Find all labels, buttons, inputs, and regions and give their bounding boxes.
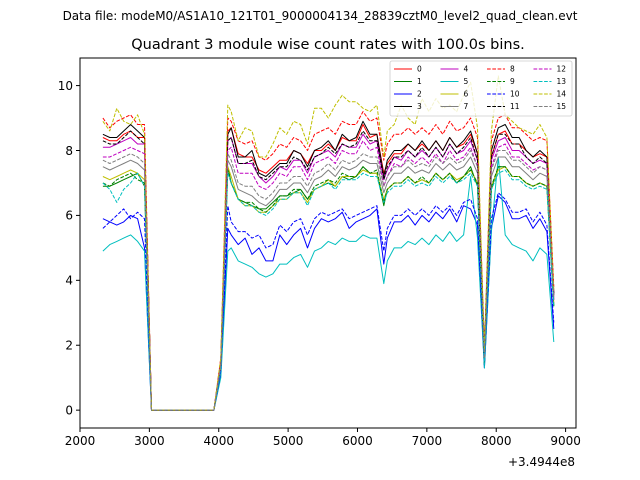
y-tick-label: 8 xyxy=(65,144,73,158)
x-tick-label: 6000 xyxy=(342,434,373,448)
legend-label-0: 0 xyxy=(417,65,422,74)
x-tick-label: 8000 xyxy=(481,434,512,448)
legend-box xyxy=(389,60,573,117)
y-tick-label: 4 xyxy=(65,274,73,288)
legend-label-12: 12 xyxy=(557,65,567,74)
legend-label-11: 11 xyxy=(510,102,520,111)
x-tick-label: 9000 xyxy=(550,434,581,448)
legend-label-15: 15 xyxy=(557,102,567,111)
x-offset-label: +3.4944e8 xyxy=(508,455,575,469)
y-tick-label: 0 xyxy=(65,403,73,417)
legend-label-5: 5 xyxy=(464,77,469,86)
x-tick-label: 5000 xyxy=(273,434,304,448)
legend-label-2: 2 xyxy=(417,90,422,99)
legend-label-10: 10 xyxy=(510,90,520,99)
x-tick-label: 4000 xyxy=(203,434,234,448)
legend-label-9: 9 xyxy=(510,77,515,86)
legend-label-7: 7 xyxy=(464,102,469,111)
legend-label-8: 8 xyxy=(510,65,515,74)
legend-label-1: 1 xyxy=(417,77,422,86)
series-layer xyxy=(102,75,555,411)
x-tick-label: 7000 xyxy=(412,434,443,448)
series-line-14 xyxy=(102,75,555,411)
chart-title: Quadrant 3 module wise count rates with … xyxy=(131,37,525,53)
figure-suptitle: Data file: modeM0/AS1A10_121T01_90000041… xyxy=(63,9,578,23)
y-tick-label: 2 xyxy=(65,339,73,353)
x-tick-label: 3000 xyxy=(134,434,165,448)
y-tick-label: 6 xyxy=(65,209,73,223)
y-tick-label: 10 xyxy=(58,79,73,93)
legend-label-3: 3 xyxy=(417,102,422,111)
x-tick-label: 2000 xyxy=(65,434,96,448)
legend-label-13: 13 xyxy=(557,77,567,86)
legend-label-6: 6 xyxy=(464,90,469,99)
legend-label-14: 14 xyxy=(557,90,567,99)
legend-label-4: 4 xyxy=(464,65,469,74)
plot-frame xyxy=(79,57,577,429)
